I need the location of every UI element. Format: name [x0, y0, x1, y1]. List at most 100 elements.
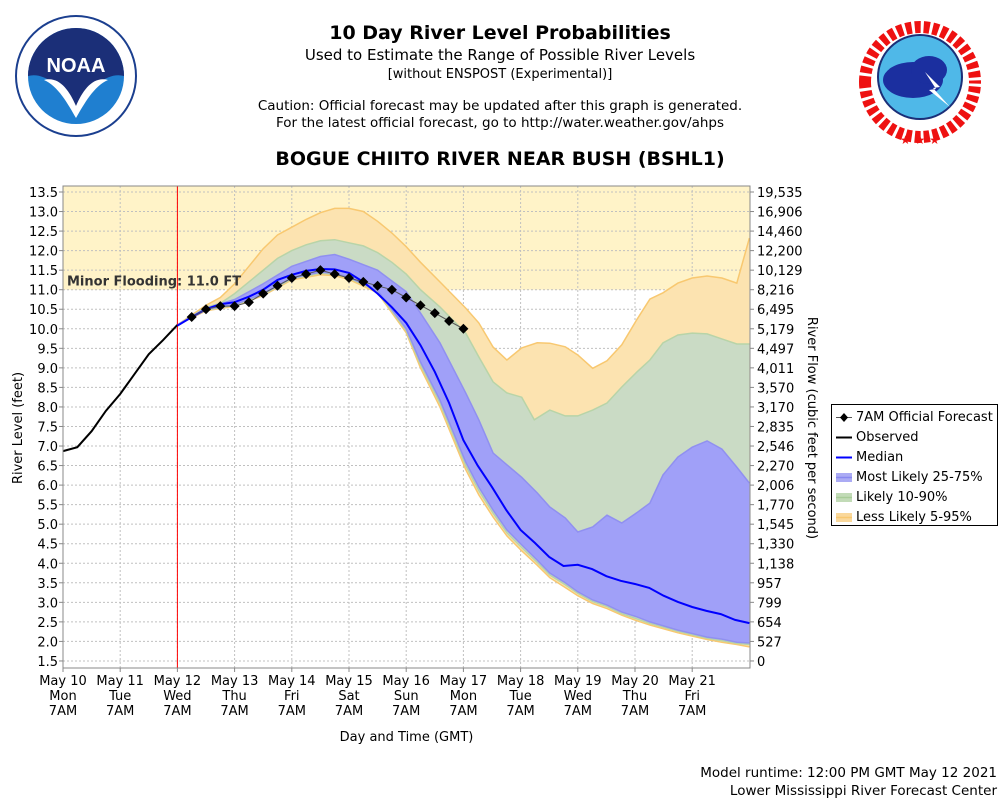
- x-tick-label: 7AM: [220, 704, 248, 719]
- band-upper-edge: [177, 253, 750, 533]
- legend-swatch-icon: [836, 436, 852, 438]
- y-tick-label: 8.0: [37, 401, 58, 416]
- x-tick-label: Wed: [564, 689, 592, 704]
- legend-swatch-icon: [836, 472, 852, 482]
- y2-tick-label: 5,179: [757, 323, 794, 338]
- official-forecast-point: [258, 288, 269, 299]
- y2-tick-label: 6,495: [757, 303, 794, 318]
- x-tick-label: Thu: [221, 689, 246, 704]
- y2-axis-label: River Flow (cubic feet per second): [804, 317, 819, 539]
- y-tick-label: 9.0: [37, 362, 58, 377]
- y-tick-label: 12.0: [29, 245, 58, 260]
- plot-frame: [62, 185, 751, 669]
- y2-tick-label: 19,535: [757, 186, 803, 201]
- y-tick-label: 13.5: [29, 186, 58, 201]
- nws-logo: ★ ★ ★: [859, 21, 981, 147]
- band-upper-edge: [176, 207, 751, 370]
- y-tick-label: 10.0: [29, 323, 58, 338]
- x-tick-label: May 10: [39, 674, 87, 689]
- official-forecast-point: [272, 280, 283, 291]
- x-tick-label: May 12: [154, 674, 202, 689]
- legend-item: Median: [836, 447, 997, 467]
- legend-item: Observed: [836, 427, 997, 447]
- legend-label: Likely 10-90%: [856, 489, 948, 505]
- x-tick-label: May 20: [611, 674, 659, 689]
- y2-tick-label: 3,170: [757, 401, 794, 416]
- x-tick-label: Sun: [394, 689, 419, 704]
- y-tick-label: 3.5: [37, 577, 58, 592]
- legend-swatch-icon: [836, 456, 852, 458]
- y-tick-label: 3.0: [37, 596, 58, 611]
- caution-link-text: For the latest official forecast, go to …: [275, 115, 725, 131]
- caution-text: Caution: Official forecast may be update…: [257, 98, 743, 114]
- y2-tick-label: 1,138: [757, 557, 794, 572]
- x-tick-label: May 17: [440, 674, 488, 689]
- y-tick-label: 11.5: [29, 264, 58, 279]
- x-tick-label: Mon: [49, 689, 76, 704]
- y-tick-label: 8.5: [37, 381, 58, 396]
- y2-tick-label: 14,460: [757, 225, 803, 240]
- y-tick-label: 6.0: [37, 479, 58, 494]
- y2-tick-label: 957: [757, 577, 782, 592]
- x-tick-label: 7AM: [335, 704, 363, 719]
- y-tick-label: 10.5: [29, 303, 58, 318]
- median-line: [176, 267, 750, 625]
- x-tick-label: May 16: [382, 674, 430, 689]
- legend: 7AM Official Forecast Observed Median Most …: [831, 404, 998, 526]
- x-tick-label: May 13: [211, 674, 259, 689]
- legend-swatch-icon: [836, 492, 852, 502]
- x-tick-label: May 15: [325, 674, 373, 689]
- y2-tick-label: 527: [757, 635, 782, 650]
- legend-label: Less Likely 5-95%: [856, 509, 972, 525]
- official-forecast-point: [186, 312, 197, 323]
- legend-label: Observed: [856, 429, 919, 445]
- x-tick-label: 7AM: [564, 704, 592, 719]
- y-tick-label: 5.5: [37, 499, 58, 514]
- legend-item: Less Likely 5-95%: [836, 507, 997, 527]
- y2-tick-label: 799: [757, 596, 782, 611]
- official-forecast-point: [344, 272, 354, 283]
- x-tick-label: 7AM: [449, 704, 477, 719]
- observed-line: [62, 324, 179, 453]
- y-tick-label: 7.5: [37, 420, 58, 435]
- y-tick-label: 4.5: [37, 538, 58, 553]
- x-tick-label: May 18: [497, 674, 545, 689]
- y-tick-label: 7.0: [37, 440, 58, 455]
- x-tick-label: May 14: [268, 674, 316, 689]
- official-forecast-point: [386, 284, 397, 295]
- x-tick-label: 7AM: [621, 704, 649, 719]
- x-tick-label: Wed: [163, 689, 191, 704]
- official-forecast-point: [229, 301, 240, 312]
- x-tick-label: Sat: [338, 689, 359, 704]
- x-tick-label: Thu: [622, 689, 647, 704]
- x-tick-label: 7AM: [106, 704, 134, 719]
- official-forecast-point: [329, 269, 340, 280]
- noaa-logo-text: NOAA: [47, 55, 106, 77]
- official-forecast-point: [286, 272, 297, 283]
- y-tick-label: 1.5: [37, 655, 58, 670]
- official-forecast-point: [401, 292, 412, 303]
- y-tick-label: 4.0: [37, 557, 58, 572]
- band-upper-edge: [177, 238, 750, 421]
- official-forecast-point: [415, 300, 426, 311]
- legend-swatch-icon: [836, 512, 852, 522]
- x-tick-label: May 11: [96, 674, 144, 689]
- x-tick-label: Fri: [684, 689, 700, 704]
- x-axis-label: Day and Time (GMT): [340, 730, 474, 745]
- y2-tick-label: 2,006: [757, 479, 794, 494]
- y2-tick-label: 1,545: [757, 518, 794, 533]
- x-tick-label: Tue: [508, 689, 531, 704]
- flood-stage-label: Minor Flooding: 11.0 FT: [67, 275, 241, 290]
- x-tick-label: Fri: [284, 689, 300, 704]
- legend-label: Most Likely 25-75%: [856, 469, 983, 485]
- noaa-logo: NOAA: [15, 15, 137, 137]
- y2-tick-label: 2,270: [757, 460, 794, 475]
- y2-tick-label: 4,011: [757, 362, 794, 377]
- x-tick-label: 7AM: [506, 704, 534, 719]
- official-forecast-point: [372, 280, 383, 291]
- y2-tick-label: 1,330: [757, 538, 794, 553]
- x-tick-label: May 19: [554, 674, 602, 689]
- official-forecast-point: [201, 304, 211, 315]
- y2-tick-label: 12,200: [757, 245, 803, 260]
